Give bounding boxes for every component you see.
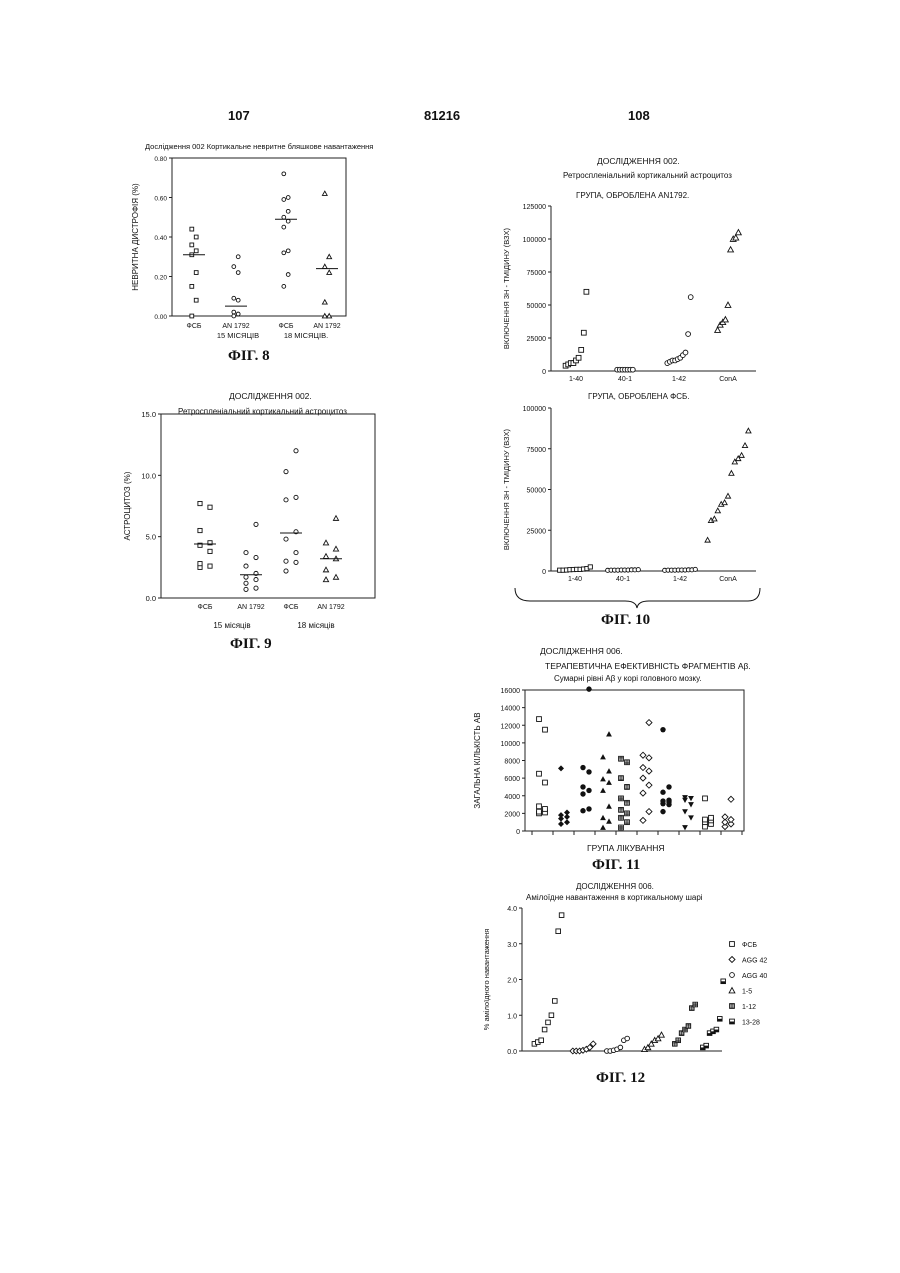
fig12-point-fill	[718, 1019, 723, 1021]
fig12-legend-marker	[730, 942, 735, 947]
fig12-point	[721, 979, 726, 984]
fig12-legend-label: AGG 42	[742, 958, 767, 965]
fig12-point	[559, 913, 564, 918]
fig12-point-fill	[704, 1046, 709, 1048]
fig12-point	[659, 1032, 665, 1037]
fig12-point-fill	[714, 1030, 719, 1032]
fig12-point	[693, 1002, 698, 1007]
fig12-legend-label: 1-5	[742, 989, 752, 996]
fig12-ytick-label: 0.0	[507, 1049, 517, 1056]
fig12-legend-marker	[730, 1004, 735, 1009]
fig12-title-line1: ДОСЛІДЖЕННЯ 006.	[576, 882, 654, 891]
fig12-point-fill	[721, 981, 726, 983]
fig12-point	[718, 1017, 723, 1022]
fig12-point	[714, 1027, 719, 1032]
fig12-legend-label: 13-28	[742, 1020, 760, 1027]
fig12-point	[625, 1036, 630, 1041]
fig12-legend-marker	[729, 988, 735, 993]
fig12-legend-marker	[730, 1019, 735, 1024]
fig12-caption: ФІГ. 12	[596, 1070, 645, 1087]
fig12-ytick-label: 2.0	[507, 978, 517, 985]
fig12-legend-marker	[730, 973, 735, 978]
fig12-point	[546, 1020, 551, 1025]
fig12-ylabel: % амілоїдного навантаження	[482, 929, 491, 1031]
fig12-point	[676, 1038, 681, 1043]
fig12-point	[686, 1024, 691, 1029]
fig12-legend-label: ФСБ	[742, 942, 757, 949]
fig12-axes	[522, 908, 722, 1051]
fig12-title-line2: Амілоїдне навантаження в кортикальному ш…	[526, 893, 703, 902]
fig12-legend-label: AGG 40	[742, 973, 767, 980]
fig12-ytick-label: 4.0	[507, 906, 517, 913]
fig12-point	[556, 929, 561, 934]
fig12-legend-marker	[729, 957, 735, 963]
fig12-ytick-label: 1.0	[507, 1013, 517, 1020]
fig12-point	[553, 999, 558, 1004]
fig12-ytick-label: 3.0	[507, 942, 517, 949]
fig12-point	[539, 1038, 544, 1043]
fig12-legend-label: 1-12	[742, 1004, 756, 1011]
fig12-point	[549, 1013, 554, 1018]
fig12-point	[542, 1027, 547, 1032]
fig12-point	[704, 1043, 709, 1048]
fig12-legend-marker-fill	[730, 1022, 735, 1024]
fig12-point	[618, 1045, 623, 1050]
